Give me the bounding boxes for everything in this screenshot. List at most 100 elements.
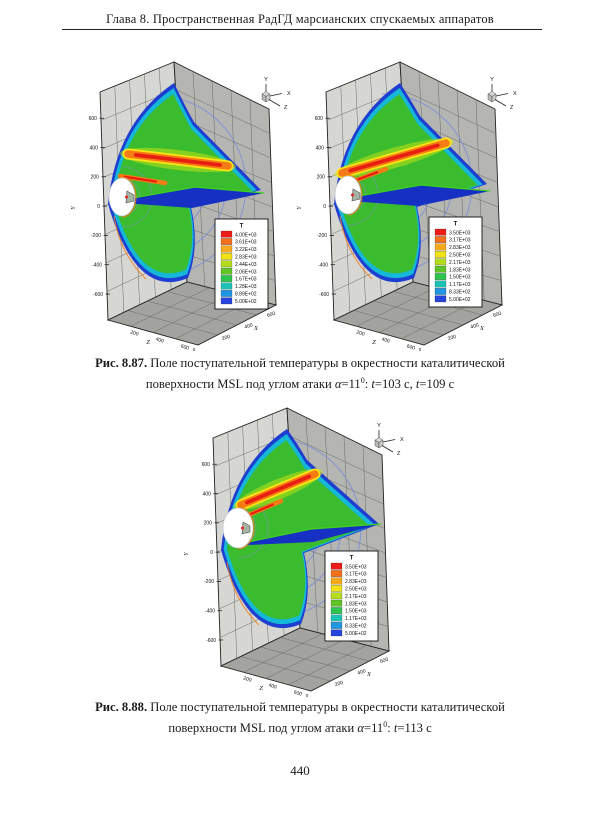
svg-text:4.00E+03: 4.00E+03	[235, 232, 257, 238]
svg-text:200: 200	[204, 521, 213, 527]
svg-text:0: 0	[419, 347, 422, 352]
plot-axes: 600 400 200 0 -200 -400 -600 Y 200 400 600 Z 200 400 6…	[184, 462, 389, 698]
caption-segment: Поле поступательной температуры в окрест…	[150, 356, 505, 370]
caption-segment: :	[364, 377, 372, 392]
caption-segment: α	[357, 721, 364, 736]
svg-text:Z: Z	[284, 105, 288, 111]
svg-text:Y: Y	[377, 423, 381, 429]
3d-temperature-contour-plot: 600 400 200 0 -200 -400 -600 Y 200 400 600 Z 200 400 6…	[184, 407, 404, 698]
svg-text:Y: Y	[71, 206, 77, 210]
svg-text:X: X	[366, 671, 372, 678]
svg-text:-400: -400	[318, 263, 328, 269]
svg-text:1.83E+03: 1.83E+03	[449, 267, 471, 273]
svg-text:T: T	[240, 224, 244, 230]
svg-text:Z: Z	[259, 685, 263, 692]
svg-text:400: 400	[357, 668, 367, 676]
svg-text:3.61E+03: 3.61E+03	[235, 240, 257, 246]
svg-text:-400: -400	[92, 263, 102, 269]
caption-segment: α	[334, 377, 342, 392]
caption-segment: 0	[383, 720, 388, 729]
svg-text:Z: Z	[146, 339, 150, 346]
caption-segment: 0	[360, 376, 365, 385]
caption-segment: =11	[364, 721, 384, 736]
wake-slice-plane	[109, 186, 265, 208]
svg-text:-200: -200	[204, 579, 214, 585]
svg-text:5.00E+02: 5.00E+02	[235, 299, 257, 305]
caption-segment: t	[415, 377, 420, 392]
svg-text:0: 0	[210, 550, 213, 556]
svg-text:2.83E+03: 2.83E+03	[345, 579, 367, 585]
svg-text:8.89E+02: 8.89E+02	[235, 292, 257, 298]
temperature-colorbar-legend: T 4.00E+03 3.61E+033.22E+03 2.83E+032.44E+0…	[214, 218, 269, 310]
svg-text:3.22E+03: 3.22E+03	[235, 247, 257, 253]
svg-text:200: 200	[129, 329, 139, 337]
svg-text:5.00E+02: 5.00E+02	[449, 297, 471, 303]
svg-text:-600: -600	[93, 292, 103, 298]
svg-text:2.44E+03: 2.44E+03	[235, 262, 257, 268]
svg-text:3.17E+03: 3.17E+03	[449, 238, 471, 244]
svg-text:400: 400	[203, 491, 212, 497]
svg-text:2.50E+03: 2.50E+03	[449, 253, 471, 259]
caption-segment: поверхности MSL под углом атаки	[168, 721, 358, 736]
svg-text:200: 200	[447, 334, 457, 342]
caption-segment: =109 с	[419, 377, 455, 392]
svg-text:5.00E+02: 5.00E+02	[345, 631, 367, 637]
svg-text:0: 0	[97, 204, 100, 210]
svg-text:-600: -600	[319, 292, 329, 298]
figure-8-88-plot: 600 400 200 0 -200 -400 -600 Y 200 400 600 Z 200 400 6…	[182, 398, 420, 698]
svg-text:2.50E+03: 2.50E+03	[345, 587, 367, 593]
axis-triad-icon: Y X Z	[374, 423, 404, 457]
chapter-header: Глава 8. Пространственная РадГД марсианс…	[106, 12, 494, 26]
figure-8-88-caption: Рис. 8.88. Поле поступательной температу…	[50, 698, 550, 737]
svg-text:1.17E+03: 1.17E+03	[345, 616, 367, 622]
caption-segment: :	[387, 721, 394, 736]
svg-text:X: X	[479, 325, 485, 332]
svg-text:1.50E+03: 1.50E+03	[345, 609, 367, 615]
svg-text:0: 0	[323, 204, 326, 210]
svg-text:T: T	[350, 556, 354, 562]
svg-text:600: 600	[379, 657, 389, 665]
axis-triad-icon: Y X Z	[487, 77, 517, 111]
svg-text:400: 400	[244, 322, 254, 330]
svg-text:200: 200	[91, 175, 100, 181]
header-rule	[62, 29, 542, 30]
svg-text:-200: -200	[91, 233, 101, 239]
svg-text:Z: Z	[397, 451, 401, 457]
temperature-field	[221, 429, 379, 629]
svg-text:200: 200	[221, 334, 231, 342]
plot-axes: 600 400 200 0 -200 -400 -600 Y 200 400 600 Z 200 400 6…	[297, 116, 502, 352]
caption-segment: t	[371, 377, 375, 392]
3d-temperature-contour-plot: 600 400 200 0 -200 -400 -600 Y 200 400 600 Z 200 400 6…	[297, 61, 517, 352]
svg-text:400: 400	[155, 336, 165, 344]
svg-text:2.83E+03: 2.83E+03	[235, 255, 257, 261]
svg-text:600: 600	[406, 343, 416, 351]
svg-text:Y: Y	[490, 77, 494, 83]
svg-text:2.17E+03: 2.17E+03	[345, 594, 367, 600]
svg-text:8.33E+02: 8.33E+02	[449, 290, 471, 296]
svg-text:3.50E+03: 3.50E+03	[345, 564, 367, 570]
svg-text:X: X	[253, 325, 259, 332]
svg-text:400: 400	[381, 336, 391, 344]
msl-capsule	[334, 174, 363, 216]
svg-text:X: X	[513, 91, 517, 97]
msl-capsule	[222, 506, 255, 550]
svg-text:2.17E+03: 2.17E+03	[449, 260, 471, 266]
wake-slice-plane	[228, 523, 382, 547]
svg-text:600: 600	[89, 116, 98, 122]
svg-text:600: 600	[202, 462, 211, 468]
svg-text:0: 0	[306, 693, 309, 698]
svg-text:400: 400	[90, 145, 99, 151]
3d-temperature-contour-plot: 600 400 200 0 -200 -400 -600 Y 200 400 600 Z 200 400 6…	[71, 61, 291, 352]
svg-text:200: 200	[334, 680, 344, 688]
svg-text:Y: Y	[297, 206, 303, 210]
svg-text:600: 600	[293, 689, 303, 697]
svg-text:600: 600	[492, 311, 502, 319]
svg-text:200: 200	[317, 175, 326, 181]
axis-triad-icon: Y X Z	[261, 77, 291, 111]
svg-text:1.83E+03: 1.83E+03	[345, 601, 367, 607]
svg-text:1.67E+03: 1.67E+03	[235, 277, 257, 283]
svg-text:200: 200	[242, 675, 252, 683]
svg-text:600: 600	[266, 311, 276, 319]
svg-text:8.33E+02: 8.33E+02	[345, 624, 367, 630]
